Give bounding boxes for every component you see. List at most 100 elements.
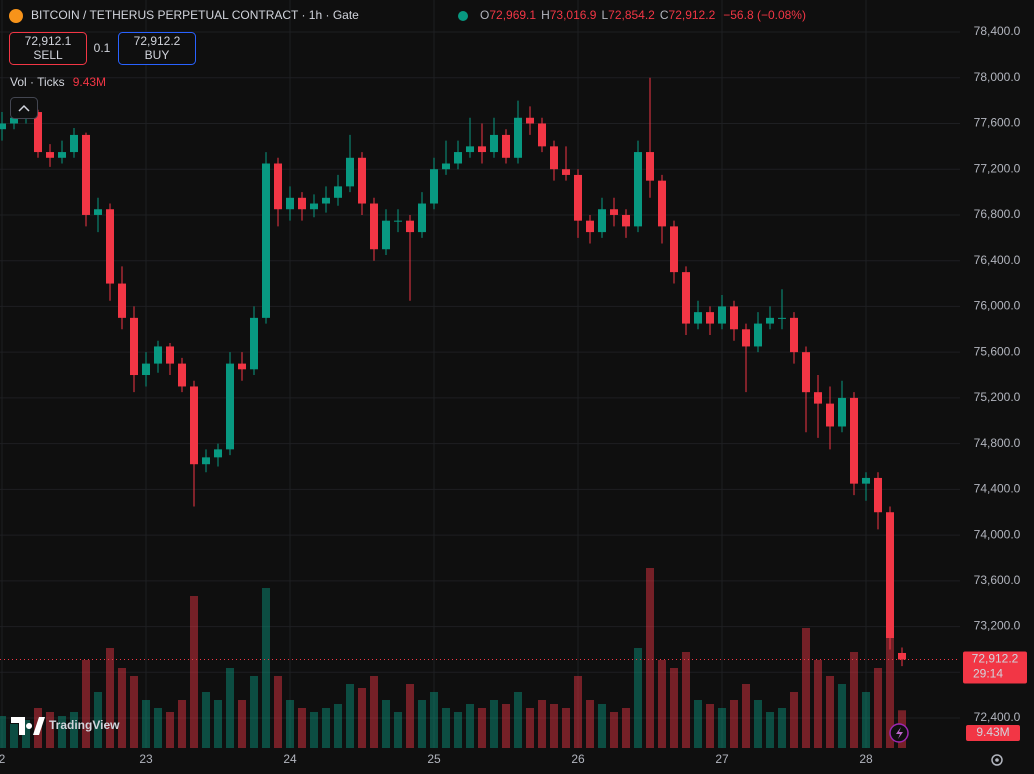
- y-tick-label: 73,600.0: [974, 573, 1021, 587]
- candle-body: [790, 317, 798, 353]
- volume-bar: [634, 648, 642, 748]
- settings-icon[interactable]: [991, 754, 1003, 766]
- lightning-icon: [896, 727, 903, 739]
- candle-body: [730, 306, 738, 330]
- volume-bar: [646, 568, 654, 748]
- candle-body: [358, 157, 366, 204]
- volume-bar: [394, 712, 402, 748]
- settings-center: [995, 758, 999, 762]
- candle-body: [154, 346, 162, 364]
- buy-button[interactable]: [118, 32, 196, 65]
- volume-bar: [442, 708, 450, 748]
- volume-bar: [298, 708, 306, 748]
- volume-bar: [814, 660, 822, 748]
- candle-body: [778, 317, 786, 319]
- volume-bar: [214, 700, 222, 748]
- volume-bar: [130, 676, 138, 748]
- volume-bar: [454, 712, 462, 748]
- volume-bar: [166, 712, 174, 748]
- title: BITCOIN / TETHERUS PERPETUAL CONTRACT · …: [31, 8, 359, 22]
- candle-body: [682, 272, 690, 324]
- y-tick-label: 78,400.0: [974, 24, 1021, 38]
- candle-body: [670, 226, 678, 273]
- collapse-button[interactable]: [10, 97, 38, 119]
- candle-body: [214, 449, 222, 458]
- y-tick-label: 76,000.0: [974, 299, 1021, 313]
- volume-bar: [538, 700, 546, 748]
- volume-bar: [430, 692, 438, 748]
- volume-bar: [358, 688, 366, 748]
- logo-mark: [11, 717, 45, 735]
- candle-body: [802, 352, 810, 393]
- candle-body: [322, 197, 330, 204]
- candle-body: [718, 306, 726, 324]
- candle-body: [538, 123, 546, 147]
- volume-bar: [418, 700, 426, 748]
- chevron: [18, 104, 30, 112]
- symbol-title: BITCOIN / TETHERUS PERPETUAL CONTRACT · …: [31, 8, 359, 22]
- c-val: 72,912.2: [669, 8, 716, 22]
- candle-body: [454, 152, 462, 164]
- volume-bar: [706, 704, 714, 748]
- y-tick-label: 78,000.0: [974, 70, 1021, 84]
- y-tick-label: 73,200.0: [974, 619, 1021, 633]
- volume-bar: [10, 724, 18, 748]
- y-tick-label: 77,200.0: [974, 161, 1021, 175]
- volume-bar: [178, 700, 186, 748]
- candle-body: [226, 363, 234, 450]
- candle-body: [514, 117, 522, 158]
- volume-bar: [826, 676, 834, 748]
- volume-bar: [70, 712, 78, 748]
- candle-body: [562, 169, 570, 175]
- status-dot: [458, 11, 468, 21]
- y-tick-label: 76,800.0: [974, 207, 1021, 221]
- candle-body: [0, 123, 6, 130]
- volume-bar: [874, 668, 882, 748]
- candle-body: [118, 283, 126, 318]
- candle-body: [826, 403, 834, 427]
- candle-body: [874, 477, 882, 513]
- x-tick-label: 26: [571, 752, 585, 766]
- volume-bar: [502, 704, 510, 748]
- countdown: 29:14: [973, 667, 1003, 681]
- volume-bar: [790, 692, 798, 748]
- candle-body: [406, 220, 414, 233]
- sell-button[interactable]: [9, 32, 87, 65]
- volume-bar: [46, 712, 54, 748]
- buy-price: 72,912.2: [134, 34, 181, 48]
- y-tick-label: 74,800.0: [974, 436, 1021, 450]
- volume-bar: [310, 712, 318, 748]
- h-key: H: [541, 8, 550, 22]
- vol-value: 9.43M: [73, 75, 106, 89]
- volume-bar: [238, 700, 246, 748]
- o-val: 72,969.1: [489, 8, 536, 22]
- candle-body: [250, 317, 258, 370]
- candle-body: [850, 397, 858, 484]
- price-label: 72,912.2: [972, 652, 1019, 666]
- candle-body: [766, 317, 774, 324]
- volume-bar: [286, 700, 294, 748]
- candle-body: [622, 214, 630, 227]
- candles: [0, 77, 906, 667]
- h-val: 73,016.9: [550, 8, 597, 22]
- candle-body: [262, 163, 270, 318]
- candle-body: [634, 152, 642, 227]
- volume-bar: [550, 704, 558, 748]
- candle-body: [754, 323, 762, 347]
- volume-bar: [742, 684, 750, 748]
- volume-bar: [718, 708, 726, 748]
- volume-bar: [586, 700, 594, 748]
- volume-bar: [118, 668, 126, 748]
- axes: 72,400.072,800.073,200.073,600.074,000.0…: [0, 24, 1027, 766]
- volume-legend: Vol · Ticks 9.43M: [10, 75, 106, 89]
- volume-bar: [0, 716, 6, 748]
- volume-bar: [778, 708, 786, 748]
- volume-bar: [682, 652, 690, 748]
- volume-bar: [334, 704, 342, 748]
- candle-body: [94, 209, 102, 215]
- y-tick-label: 75,600.0: [974, 344, 1021, 358]
- candle-body: [886, 512, 894, 639]
- volume-bar: [658, 660, 666, 748]
- volume-bar: [886, 568, 894, 748]
